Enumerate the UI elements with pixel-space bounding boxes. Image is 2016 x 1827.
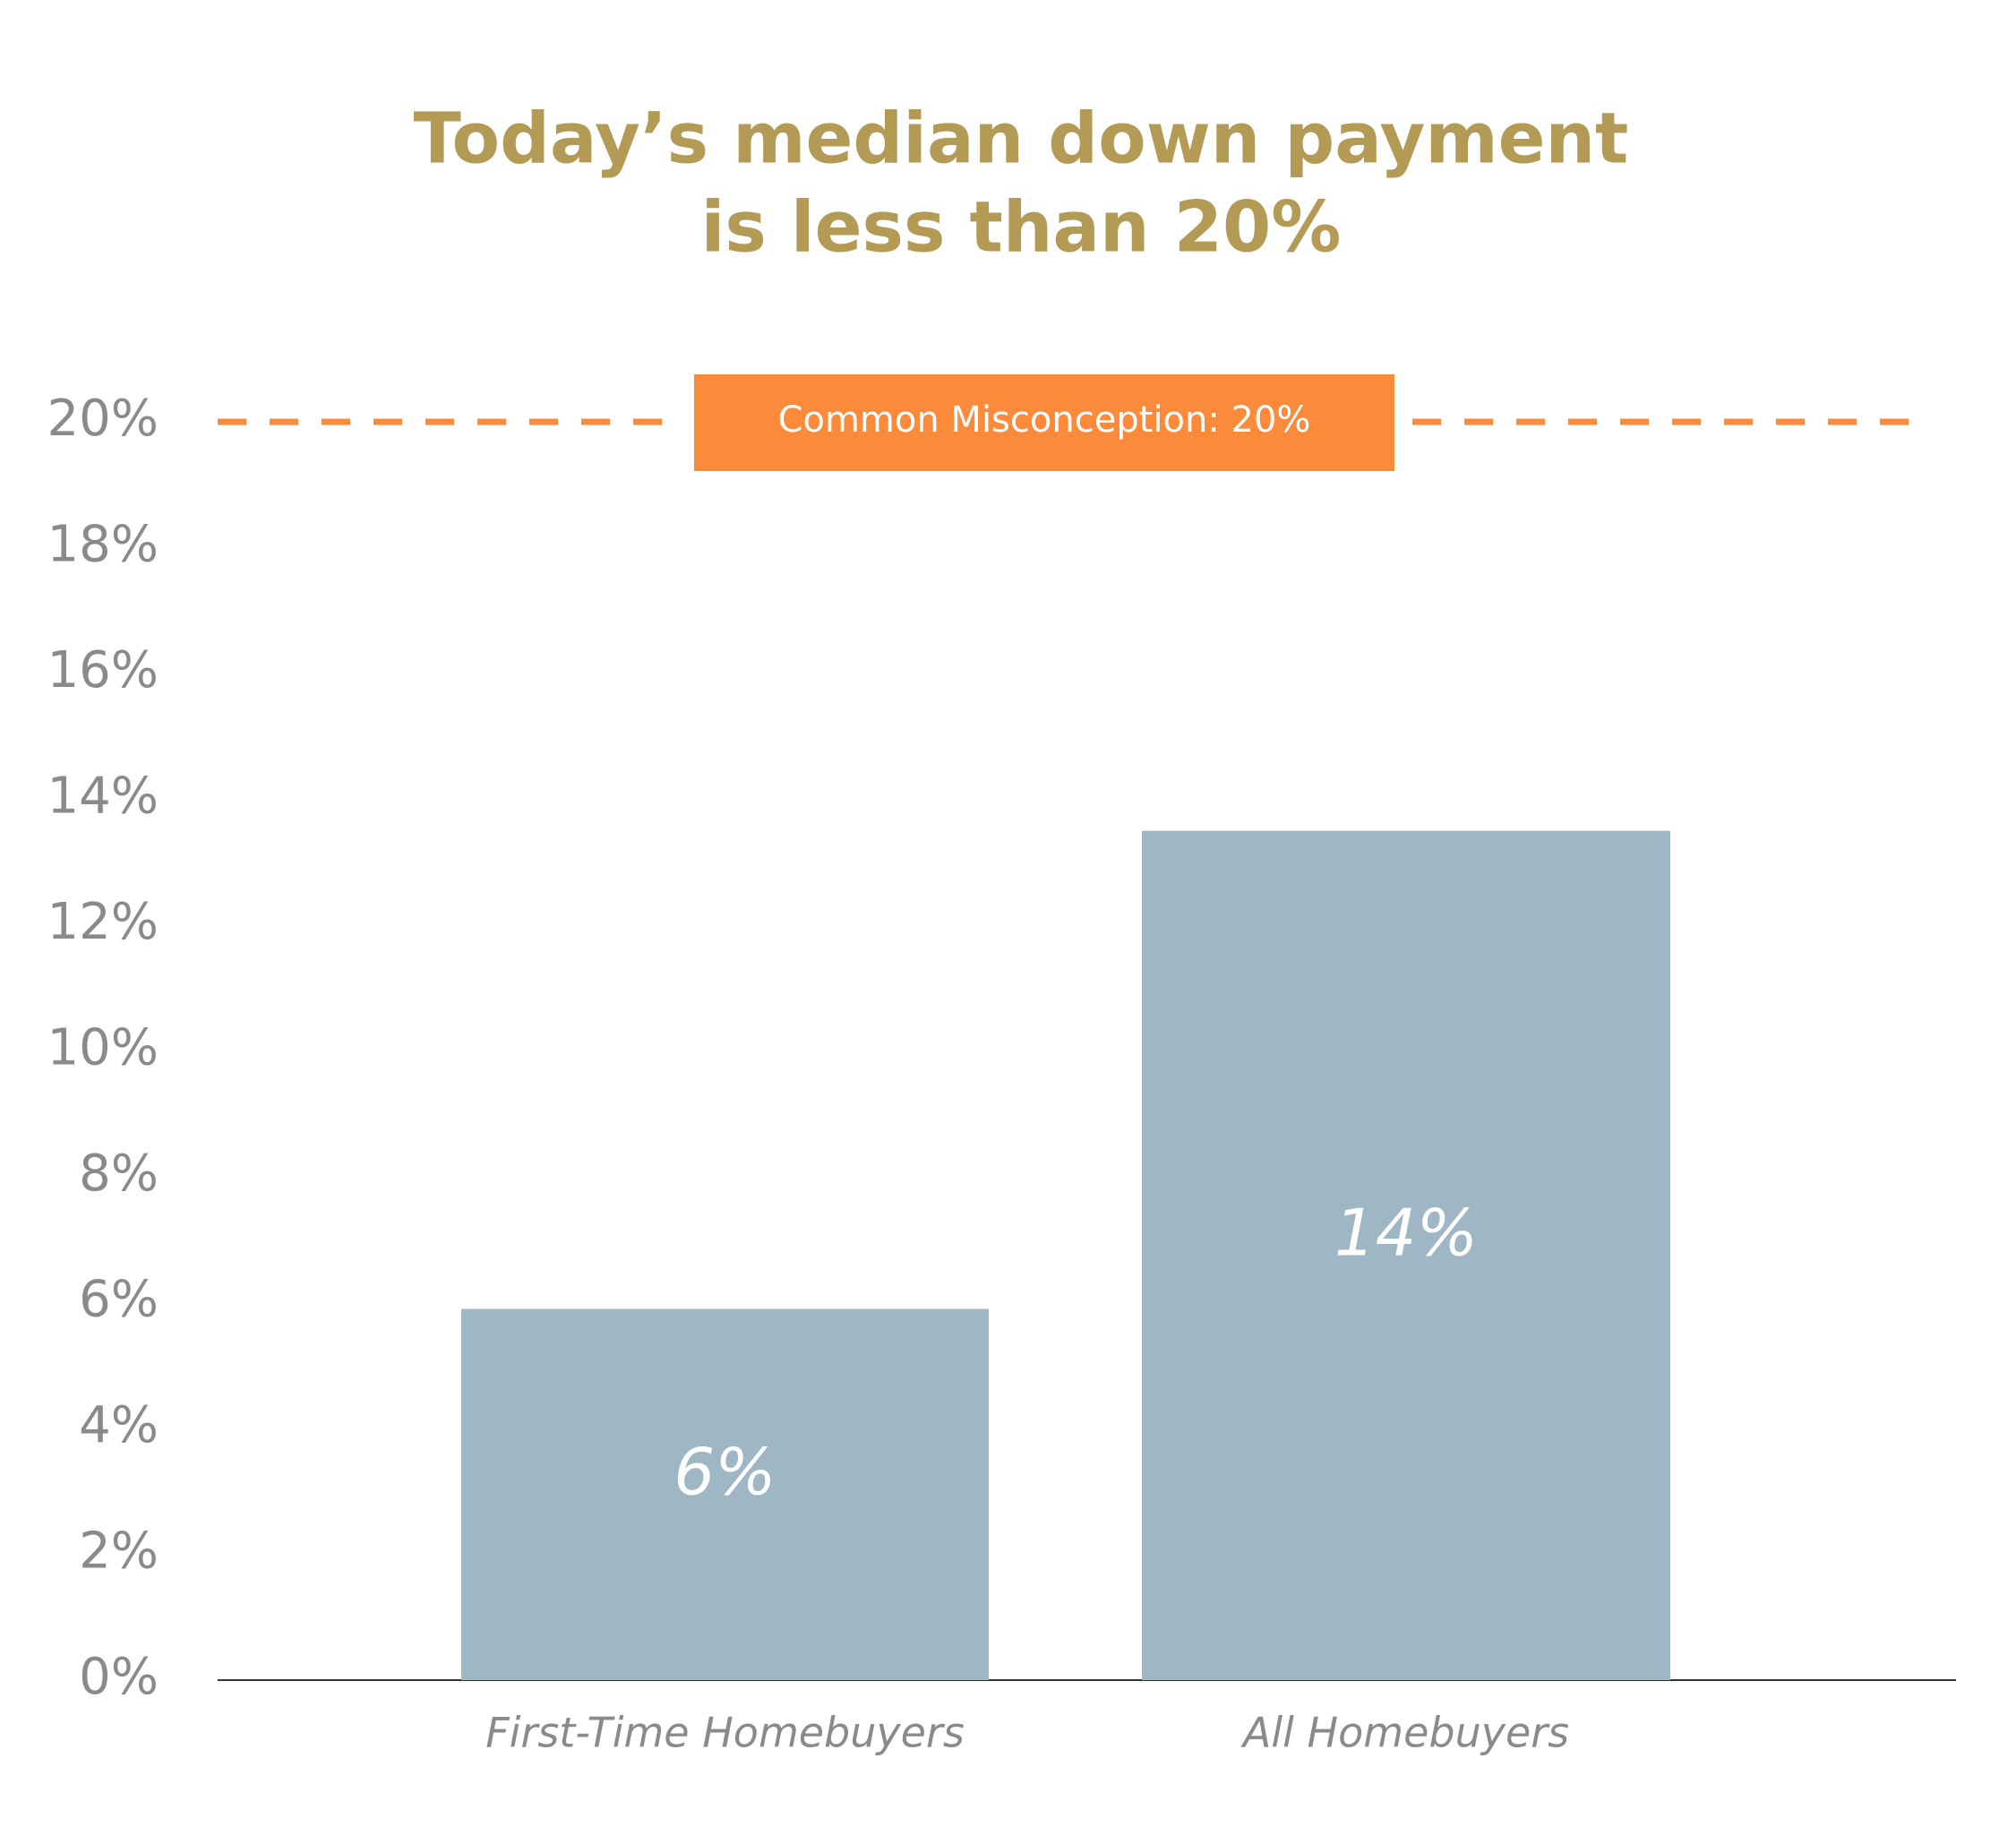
x-tick-label: First-Time Homebuyers	[485, 1709, 965, 1757]
y-tick-label: 0%	[79, 1648, 159, 1706]
y-tick-label: 16%	[47, 641, 159, 699]
chart-title: Today’s median down payment	[414, 99, 1629, 179]
y-tick-label: 18%	[47, 516, 159, 574]
x-tick-label: All Homebuyers	[1240, 1709, 1569, 1757]
y-tick-label: 12%	[47, 893, 159, 951]
reference-label-box	[682, 362, 1407, 484]
y-tick-label: 20%	[47, 390, 159, 448]
y-tick-label: 10%	[47, 1019, 159, 1077]
y-tick-label: 4%	[79, 1396, 159, 1454]
bar	[1142, 830, 1670, 1680]
y-tick-label: 8%	[79, 1145, 159, 1203]
y-tick-label: 14%	[47, 768, 159, 826]
value-label: 6%	[673, 1434, 776, 1509]
y-tick-label: 6%	[79, 1271, 159, 1329]
reference-label: Common Misconception: 20%	[778, 399, 1311, 441]
chart-title: is less than 20%	[701, 187, 1342, 268]
y-tick-label: 2%	[79, 1522, 159, 1581]
value-label: 14%	[1334, 1195, 1478, 1270]
bar	[461, 1308, 989, 1680]
